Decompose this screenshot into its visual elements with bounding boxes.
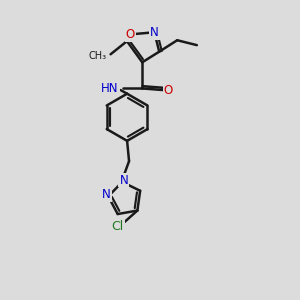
Text: N: N <box>119 173 128 187</box>
Text: N: N <box>102 188 111 201</box>
Text: O: O <box>164 84 173 97</box>
Text: CH₃: CH₃ <box>88 51 107 61</box>
Text: O: O <box>126 28 135 41</box>
Text: HN: HN <box>101 82 119 95</box>
Text: Cl: Cl <box>112 220 124 233</box>
Text: N: N <box>150 26 159 39</box>
